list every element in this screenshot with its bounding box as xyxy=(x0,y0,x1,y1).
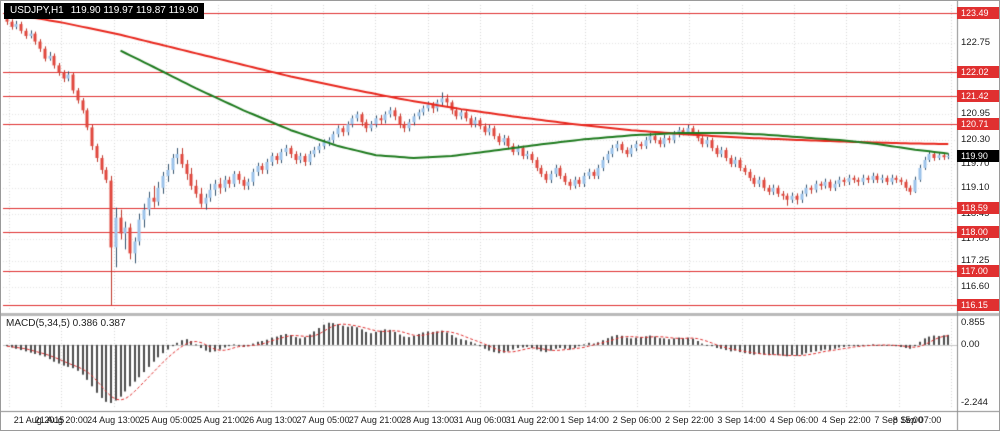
chart-window: USDJPY,H1 119.90 119.97 119.87 119.90 MAC… xyxy=(0,0,1000,431)
price-chart-canvas[interactable] xyxy=(1,1,999,430)
